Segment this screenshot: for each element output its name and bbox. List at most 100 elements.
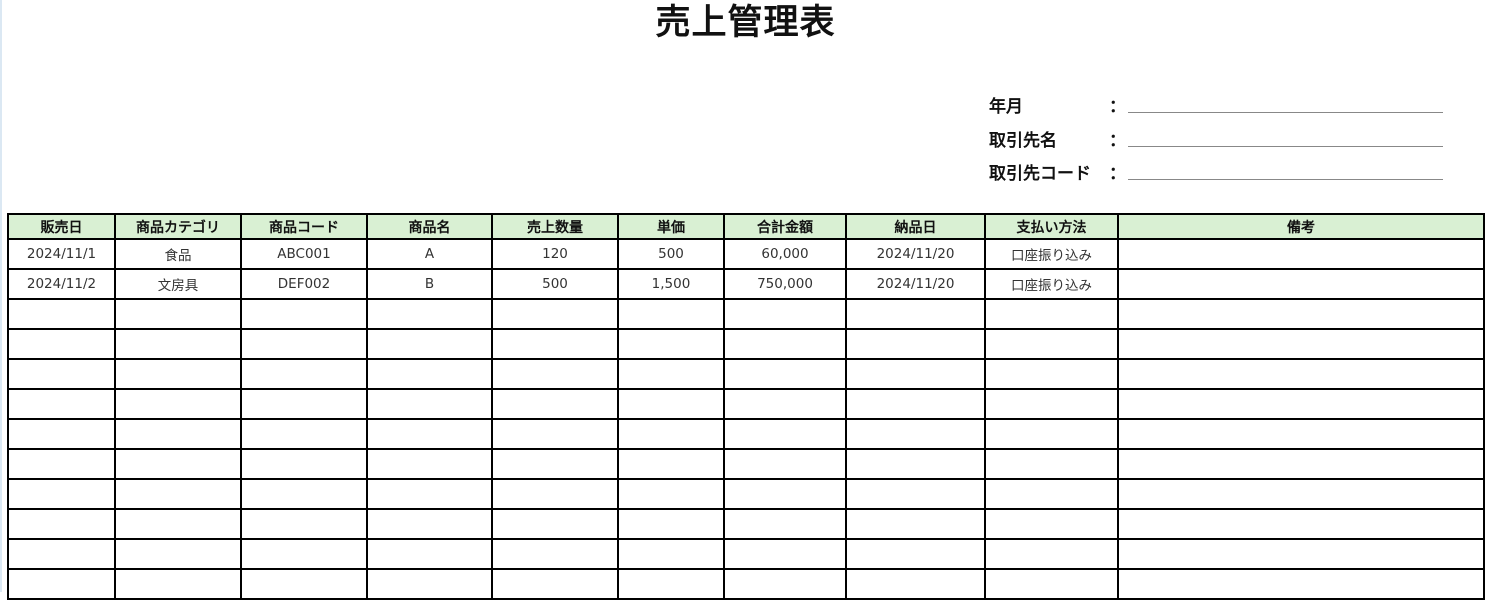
table-cell[interactable] <box>723 568 847 600</box>
table-cell[interactable] <box>1117 238 1485 270</box>
table-cell[interactable] <box>984 418 1119 450</box>
table-cell[interactable] <box>366 388 493 420</box>
table-cell[interactable] <box>723 358 847 390</box>
table-cell[interactable]: 食品 <box>114 238 242 270</box>
table-cell[interactable] <box>1117 508 1485 540</box>
table-cell[interactable]: ABC001 <box>240 238 368 270</box>
table-cell[interactable] <box>491 388 619 420</box>
table-cell[interactable] <box>723 508 847 540</box>
table-cell[interactable] <box>114 448 242 480</box>
table-cell[interactable] <box>723 538 847 570</box>
table-cell[interactable] <box>240 478 368 510</box>
table-cell[interactable] <box>366 568 493 600</box>
table-cell[interactable] <box>491 508 619 540</box>
table-cell[interactable] <box>114 388 242 420</box>
table-cell[interactable] <box>1117 358 1485 390</box>
table-cell[interactable]: B <box>366 268 493 300</box>
table-cell[interactable] <box>366 328 493 360</box>
table-cell[interactable] <box>617 358 725 390</box>
table-cell[interactable]: 750,000 <box>723 268 847 300</box>
table-cell[interactable] <box>984 388 1119 420</box>
table-cell[interactable] <box>366 508 493 540</box>
table-cell[interactable] <box>491 298 619 330</box>
client-code-field[interactable] <box>1128 179 1443 180</box>
table-cell[interactable] <box>617 538 725 570</box>
table-cell[interactable] <box>366 298 493 330</box>
table-cell[interactable] <box>1117 418 1485 450</box>
table-cell[interactable] <box>1117 538 1485 570</box>
table-cell[interactable] <box>984 538 1119 570</box>
table-cell[interactable] <box>617 328 725 360</box>
table-cell[interactable] <box>114 358 242 390</box>
table-cell[interactable] <box>366 538 493 570</box>
table-cell[interactable] <box>114 508 242 540</box>
table-cell[interactable] <box>723 478 847 510</box>
table-cell[interactable] <box>845 388 986 420</box>
table-cell[interactable]: 120 <box>491 238 619 270</box>
table-cell[interactable]: 60,000 <box>723 238 847 270</box>
table-cell[interactable]: A <box>366 238 493 270</box>
table-cell[interactable] <box>1117 448 1485 480</box>
table-cell[interactable] <box>491 478 619 510</box>
table-cell[interactable] <box>240 508 368 540</box>
table-cell[interactable] <box>1117 268 1485 300</box>
table-cell[interactable] <box>240 418 368 450</box>
table-cell[interactable] <box>617 448 725 480</box>
table-cell[interactable] <box>7 508 116 540</box>
table-cell[interactable] <box>114 328 242 360</box>
table-cell[interactable] <box>984 328 1119 360</box>
table-cell[interactable] <box>7 478 116 510</box>
table-cell[interactable] <box>240 358 368 390</box>
table-cell[interactable] <box>114 478 242 510</box>
table-cell[interactable]: 文房具 <box>114 268 242 300</box>
table-cell[interactable] <box>240 568 368 600</box>
table-cell[interactable] <box>366 448 493 480</box>
table-cell[interactable] <box>491 568 619 600</box>
table-cell[interactable] <box>114 568 242 600</box>
table-cell[interactable]: 2024/11/20 <box>845 238 986 270</box>
table-cell[interactable] <box>845 358 986 390</box>
table-cell[interactable] <box>114 538 242 570</box>
table-cell[interactable] <box>240 328 368 360</box>
table-cell[interactable] <box>7 448 116 480</box>
table-cell[interactable] <box>617 298 725 330</box>
table-cell[interactable] <box>845 448 986 480</box>
table-cell[interactable] <box>240 448 368 480</box>
table-cell[interactable] <box>240 298 368 330</box>
table-cell[interactable]: 500 <box>617 238 725 270</box>
table-cell[interactable]: 口座振り込み <box>984 238 1119 270</box>
table-cell[interactable] <box>491 358 619 390</box>
table-cell[interactable] <box>617 508 725 540</box>
table-cell[interactable] <box>491 328 619 360</box>
table-cell[interactable] <box>845 568 986 600</box>
table-cell[interactable] <box>1117 328 1485 360</box>
table-cell[interactable] <box>1117 478 1485 510</box>
table-cell[interactable] <box>984 568 1119 600</box>
table-cell[interactable] <box>1117 568 1485 600</box>
table-cell[interactable] <box>1117 298 1485 330</box>
table-cell[interactable] <box>984 478 1119 510</box>
table-cell[interactable] <box>7 538 116 570</box>
table-cell[interactable] <box>7 568 116 600</box>
table-cell[interactable] <box>7 358 116 390</box>
table-cell[interactable] <box>491 448 619 480</box>
table-cell[interactable] <box>845 298 986 330</box>
table-cell[interactable] <box>366 358 493 390</box>
client-name-field[interactable] <box>1128 145 1443 147</box>
table-cell[interactable]: DEF002 <box>240 268 368 300</box>
table-cell[interactable] <box>491 538 619 570</box>
table-cell[interactable] <box>723 448 847 480</box>
table-cell[interactable] <box>723 418 847 450</box>
table-cell[interactable] <box>845 538 986 570</box>
table-cell[interactable] <box>845 478 986 510</box>
table-cell[interactable] <box>845 508 986 540</box>
table-cell[interactable] <box>984 298 1119 330</box>
table-cell[interactable] <box>984 508 1119 540</box>
table-cell[interactable] <box>617 568 725 600</box>
table-cell[interactable] <box>114 298 242 330</box>
year-month-field[interactable] <box>1128 112 1443 113</box>
table-cell[interactable]: 2024/11/2 <box>7 268 116 300</box>
table-cell[interactable]: 口座振り込み <box>984 268 1119 300</box>
table-cell[interactable]: 500 <box>491 268 619 300</box>
table-cell[interactable] <box>240 388 368 420</box>
